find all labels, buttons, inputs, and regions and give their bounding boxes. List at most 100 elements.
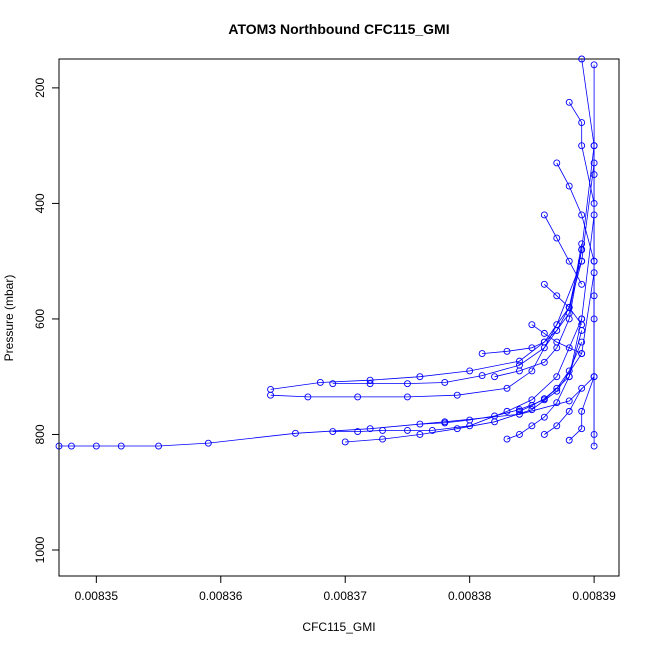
series-line	[568, 102, 595, 204]
data-point	[67, 442, 75, 450]
data-point	[590, 442, 598, 450]
data-point	[590, 171, 598, 178]
profile-series-20	[528, 321, 586, 358]
y-tick-label: 600	[33, 309, 47, 329]
data-point	[565, 436, 573, 444]
data-point	[403, 380, 411, 388]
data-point	[590, 315, 598, 323]
data-point	[565, 407, 573, 415]
data-point	[416, 431, 424, 438]
data-point	[155, 442, 163, 450]
data-point	[578, 211, 586, 219]
data-point	[354, 428, 362, 436]
data-point	[366, 380, 374, 388]
data-point	[565, 182, 573, 190]
data-point	[565, 98, 573, 106]
x-tick-label: 0.00839	[572, 589, 616, 603]
data-point	[590, 61, 598, 69]
x-tick-label: 0.00835	[75, 589, 119, 603]
data-point	[379, 435, 387, 443]
data-point	[341, 438, 349, 446]
data-point	[540, 329, 548, 337]
data-point	[578, 407, 586, 415]
data-point	[515, 367, 523, 375]
series-line	[556, 162, 595, 262]
data-point	[565, 257, 573, 265]
profile-series-16	[565, 98, 598, 207]
data-point	[316, 379, 324, 386]
profile-series-2	[267, 142, 598, 393]
data-point	[453, 425, 461, 433]
data-point	[578, 142, 586, 150]
data-point	[515, 357, 523, 365]
x-tick-label: 0.00837	[324, 589, 368, 603]
series-line	[568, 376, 595, 441]
data-point	[528, 367, 536, 375]
series-line	[59, 295, 595, 447]
data-point	[528, 406, 536, 414]
series-line	[544, 284, 583, 325]
data-point	[267, 391, 275, 399]
data-point	[590, 257, 598, 265]
data-point	[441, 379, 449, 386]
data-point	[578, 246, 586, 254]
series-line	[270, 162, 595, 398]
series-line	[531, 324, 582, 354]
series-line	[544, 388, 583, 435]
data-point	[553, 234, 561, 242]
data-point	[491, 373, 499, 381]
data-point	[578, 257, 586, 265]
profile-series-18	[540, 211, 586, 288]
data-point	[503, 384, 511, 392]
data-point	[565, 303, 573, 311]
data-point	[553, 159, 561, 167]
data-point	[503, 407, 511, 415]
data-point	[515, 431, 523, 438]
data-point	[553, 384, 561, 392]
y-tick-label: 400	[33, 193, 47, 213]
plot-area-frame	[58, 58, 620, 577]
data-point	[578, 119, 586, 126]
data-point	[540, 395, 548, 403]
profile-series-3	[267, 159, 598, 401]
data-point	[441, 419, 449, 427]
data-point	[291, 429, 299, 437]
y-tick-label: 800	[33, 424, 47, 444]
profile-series-15	[590, 61, 598, 438]
data-point	[540, 338, 548, 346]
data-point	[354, 393, 362, 401]
data-point	[553, 373, 561, 381]
data-point	[416, 420, 424, 428]
data-point	[403, 426, 411, 434]
data-point	[553, 399, 561, 407]
data-point	[466, 367, 474, 375]
profile-series-9	[491, 246, 586, 381]
data-point	[204, 439, 212, 447]
y-tick-label: 1000	[33, 536, 47, 563]
data-point	[117, 442, 125, 450]
profile-series-4	[329, 240, 586, 388]
data-point	[578, 350, 586, 358]
data-point	[540, 413, 548, 421]
data-point	[540, 431, 548, 438]
data-point	[565, 344, 573, 352]
data-point	[553, 338, 561, 346]
data-point	[565, 315, 573, 323]
series-line	[419, 318, 583, 425]
data-point	[528, 402, 536, 410]
profile-series-11	[515, 338, 586, 415]
series-line	[506, 330, 583, 440]
series-line	[332, 214, 595, 433]
data-point	[329, 380, 337, 388]
y-axis-label: Pressure (mbar)	[2, 275, 16, 362]
data-point	[478, 350, 486, 358]
data-layer	[55, 55, 598, 450]
data-point	[403, 393, 411, 401]
data-point	[428, 426, 436, 434]
x-axis-label: CFC115_GMI	[302, 620, 375, 634]
data-point	[528, 344, 536, 352]
x-axis: 0.00835 0.00836 0.00837 0.00838 0.00839	[75, 575, 616, 603]
data-point	[453, 391, 461, 399]
profile-series-12	[540, 384, 586, 438]
data-point	[304, 393, 312, 401]
